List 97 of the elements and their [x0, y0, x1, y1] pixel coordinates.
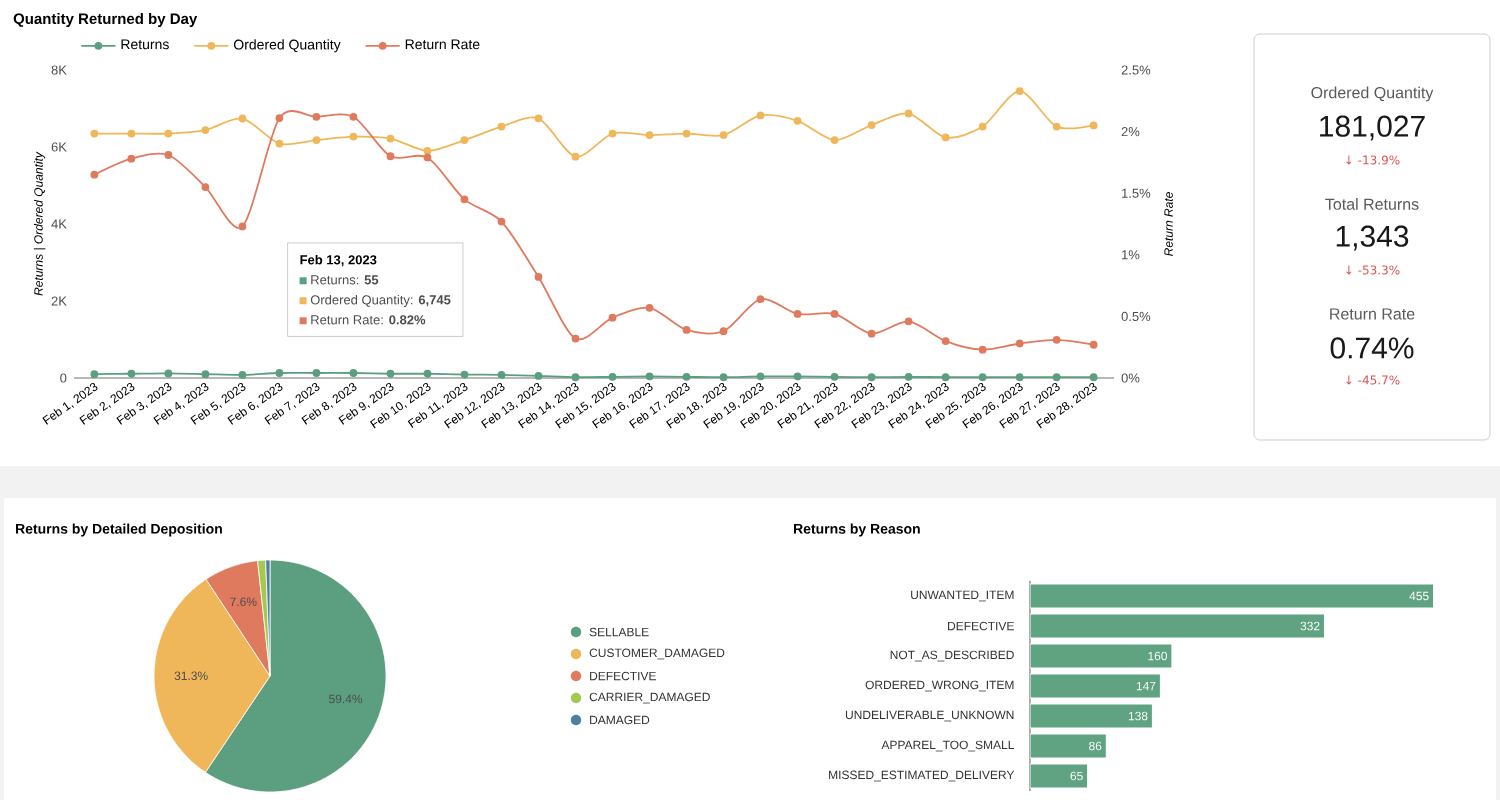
point: [238, 222, 247, 231]
point: [1052, 335, 1061, 344]
point: [386, 152, 395, 161]
point: [867, 121, 876, 129]
bar: [1030, 673, 1161, 699]
point: [1015, 339, 1024, 348]
point: [1052, 122, 1061, 131]
bar: [1030, 703, 1153, 729]
point: [756, 295, 765, 304]
point: [867, 373, 876, 382]
point: [719, 327, 728, 336]
point: [682, 326, 691, 334]
point: [275, 369, 284, 377]
point: [127, 154, 136, 163]
bar: [1030, 763, 1089, 789]
point: [534, 273, 543, 281]
point: [460, 370, 469, 379]
point: [164, 369, 173, 378]
point: [460, 195, 469, 204]
point: [312, 136, 321, 144]
point: [423, 153, 432, 162]
point: [645, 372, 654, 381]
point: [497, 122, 506, 131]
point: [941, 337, 950, 345]
point: [423, 369, 432, 378]
point: [830, 372, 839, 381]
point: [275, 139, 284, 148]
point: [90, 129, 99, 138]
point: [423, 146, 432, 155]
point: [719, 131, 728, 139]
point: [349, 112, 358, 121]
point: [275, 114, 284, 122]
point: [127, 129, 136, 138]
point: [201, 183, 210, 191]
point: [571, 334, 580, 343]
point: [1089, 373, 1098, 382]
point: [645, 131, 654, 139]
point: [830, 310, 839, 318]
point: [978, 122, 987, 131]
point: [238, 371, 247, 379]
point: [534, 114, 543, 123]
point: [460, 136, 469, 144]
point: [164, 151, 173, 159]
point: [497, 217, 506, 226]
point: [349, 369, 358, 377]
text: Return Rate: [1330, 308, 1415, 320]
point: [756, 372, 765, 381]
point: [941, 133, 950, 142]
text: Ordered Quantity: [1311, 86, 1434, 102]
point: [1015, 87, 1024, 96]
point: [756, 111, 765, 120]
point: [164, 129, 173, 138]
bar: [1030, 643, 1173, 669]
point: [682, 129, 691, 138]
point: [867, 329, 876, 338]
point: [645, 303, 654, 312]
point: [978, 345, 987, 354]
point: [201, 126, 210, 134]
point: [1015, 373, 1024, 382]
point: [608, 313, 617, 322]
point: [238, 114, 247, 123]
point: [571, 373, 580, 382]
text: Total Returns: [1325, 198, 1419, 210]
point: [608, 129, 617, 138]
point: [904, 372, 913, 381]
point: [1089, 340, 1098, 349]
point: [90, 370, 99, 379]
point: [90, 170, 99, 179]
point: [497, 371, 506, 379]
point: [793, 310, 802, 318]
point: [719, 373, 728, 382]
text: 181,027: [1320, 115, 1425, 141]
text: 0.74%: [1330, 337, 1414, 359]
point: [571, 152, 580, 161]
point: [386, 134, 395, 143]
point: [682, 372, 691, 381]
point: [312, 112, 321, 121]
point: [793, 372, 802, 381]
point: [830, 136, 839, 144]
point: [904, 109, 913, 118]
point: [534, 371, 543, 380]
point: [904, 317, 913, 326]
point: [793, 116, 802, 125]
point: [1052, 373, 1061, 382]
point: [941, 373, 950, 382]
point: [201, 370, 210, 379]
bar: [1030, 733, 1107, 759]
point: [1089, 121, 1098, 130]
point: [386, 369, 395, 378]
bar: [1030, 583, 1435, 609]
point: [349, 132, 358, 141]
point: [312, 369, 321, 377]
text: 1,343: [1336, 225, 1409, 251]
point: [127, 369, 136, 378]
point: [978, 373, 987, 382]
point: [608, 372, 617, 381]
bar: [1030, 613, 1325, 639]
